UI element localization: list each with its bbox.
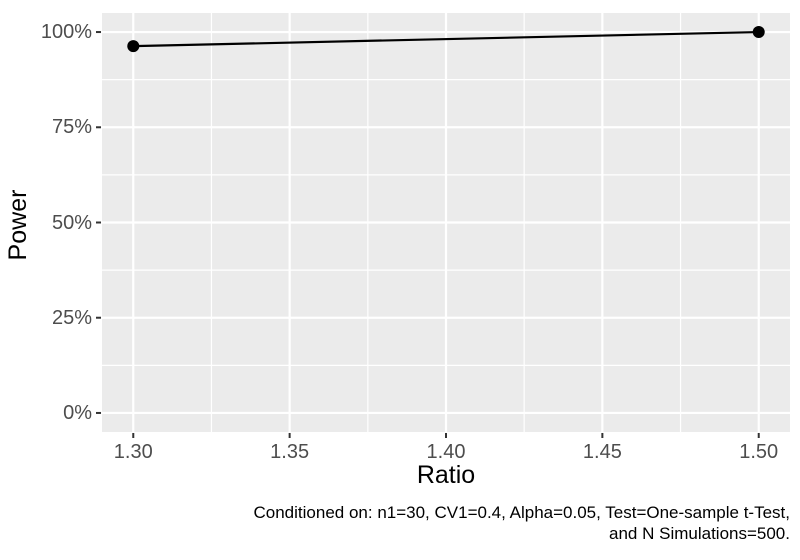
- caption-line-2: and N Simulations=500.: [609, 524, 790, 543]
- y-tick-label: 75%: [51, 116, 92, 139]
- x-tick-label: 1.45: [582, 441, 622, 463]
- plot-caption: Conditioned on: n1=30, CV1=0.4, Alpha=0.…: [254, 502, 791, 544]
- x-tick-label: 1.35: [270, 441, 310, 463]
- y-axis-title: Power: [4, 189, 32, 261]
- y-tick-label: 50%: [51, 211, 92, 234]
- x-axis-title: Ratio: [416, 461, 476, 489]
- x-tick-label: 1.50: [739, 441, 779, 463]
- y-tick-label: 0%: [63, 401, 92, 424]
- data-point: [127, 40, 140, 53]
- y-tick-label: 25%: [51, 306, 92, 329]
- power-line: [133, 30, 759, 48]
- data-point: [752, 26, 765, 39]
- x-tick-label: 1.40: [426, 441, 466, 463]
- y-tick-label: 100%: [40, 21, 92, 44]
- caption-line-1: Conditioned on: n1=30, CV1=0.4, Alpha=0.…: [253, 503, 791, 522]
- x-tick-label: 1.30: [113, 441, 153, 463]
